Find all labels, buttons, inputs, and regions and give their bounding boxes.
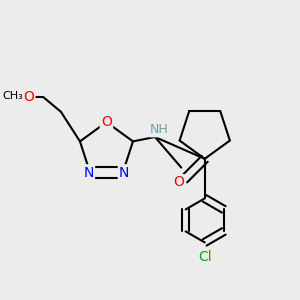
Text: N: N	[119, 166, 130, 179]
Text: O: O	[101, 115, 112, 129]
Text: O: O	[173, 175, 184, 189]
Text: Cl: Cl	[198, 250, 211, 264]
Text: N: N	[83, 166, 94, 179]
Text: CH₃: CH₃	[2, 91, 23, 101]
Text: O: O	[23, 90, 34, 104]
Text: NH: NH	[150, 123, 169, 136]
